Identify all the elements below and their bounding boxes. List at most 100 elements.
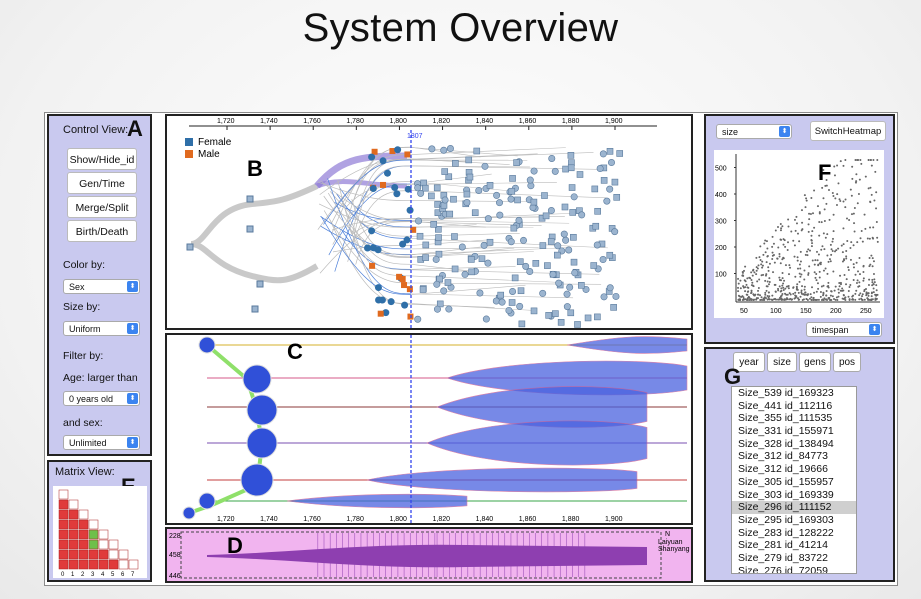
scatter-point [746,297,749,300]
scatter-point [803,293,806,296]
tab-pos[interactable]: pos [833,352,861,372]
list-item[interactable]: Size_276 id_72059 [738,564,828,574]
tree-node [492,297,500,305]
tree-node [516,302,524,310]
scatter-point [862,279,865,282]
list-item[interactable]: Size_355 id_111535 [738,412,833,425]
scatter-point [764,293,767,296]
scatter-point [778,253,781,256]
list-item[interactable]: Size_328 id_138494 [738,437,834,450]
tab-gens[interactable]: gens [799,352,831,372]
scatter-point [857,159,860,161]
timeline-glyph [240,463,274,497]
scatter-point [766,255,769,258]
size-by-select[interactable]: Uniform ⬍ [63,321,140,336]
list-item[interactable]: Size_283 id_128222 [738,526,834,539]
scatter-point [845,249,848,252]
scatter-point [793,255,796,258]
list-item[interactable]: Size_295 id_169303 [738,513,834,526]
list-item[interactable]: Size_305 id_155957 [738,475,834,488]
color-by-select[interactable]: Sex ⬍ [63,279,140,294]
scatter-point [774,290,777,293]
show-hide-id-button[interactable]: Show/Hide_id [67,148,137,170]
tree-edge [410,224,477,228]
scatter-point [843,274,846,277]
merge-split-button[interactable]: Merge/Split [67,196,137,218]
scatter-point [810,296,813,299]
tree-node [445,173,453,181]
matrix-cell [58,539,69,550]
scatter-point [842,164,845,167]
matrix-cell [78,509,89,520]
scatter-point [820,248,823,251]
switch-heatmap-button[interactable]: SwitchHeatmap [810,121,886,141]
scatter-point [858,281,861,284]
scatter-point [761,260,764,263]
matrix-axis-label: 1 [71,572,75,578]
tree-node [246,225,254,233]
list-item[interactable]: Size_281 id_41214 [738,539,828,552]
overview-left-label: 446 [169,573,181,580]
list-item[interactable]: Size_303 id_169339 [738,488,834,501]
scatter-point [845,257,848,260]
scatter-point [850,194,853,197]
list-item[interactable]: Size_312 id_19666 [738,463,828,476]
scatter-point [756,297,759,300]
birth-death-button[interactable]: Birth/Death [67,220,137,242]
list-item[interactable]: Size_539 id_169323 [738,387,834,399]
scatter-point [844,198,847,201]
scatter-point [808,297,811,300]
tree-node [593,241,601,249]
scatter-point [822,169,825,172]
scatter-point [859,292,862,295]
scatter-point [779,295,782,298]
scatter-point [786,241,789,244]
scatter-point [873,281,876,284]
tree-node [496,211,504,219]
gen-time-button[interactable]: Gen/Time [67,172,137,194]
tree-node [452,160,459,167]
scatter-point [768,277,771,280]
family-list[interactable]: Size_539 id_169323 Size_441 id_112116 Size… [731,386,857,574]
tree-node [603,197,611,205]
scatter-point [872,291,875,294]
color-by-label: Color by: [63,259,106,271]
tree-node [435,250,443,258]
scatter-point [869,200,872,203]
age-filter-select[interactable]: 0 years old ⬍ [63,391,140,406]
scatter-point [844,159,847,161]
tree-node [493,191,501,199]
sex-filter-select[interactable]: Unlimited ⬍ [63,435,140,450]
tab-size[interactable]: size [767,352,797,372]
list-item[interactable]: Size_331 id_155971 [738,425,834,438]
brush-window[interactable] [180,531,662,579]
scatter-point [797,291,800,294]
overview-right-label: N [665,531,670,538]
scatter-point [737,286,740,289]
list-item[interactable]: Size_441 id_112116 [738,399,833,412]
tree-node [433,184,441,192]
scatter-point [864,227,867,230]
sex-filter-label: and sex: [63,417,103,429]
list-item[interactable]: Size_312 id_84773 [738,450,828,463]
scatter-point [870,292,873,295]
list-item[interactable]: Size_279 id_83722 [738,551,828,564]
scatter-point [767,283,770,286]
scatter-x-select[interactable]: timespan ⬍ [806,322,882,337]
scatter-point [833,250,836,253]
tab-year[interactable]: year [733,352,765,372]
scatter-point [766,298,769,301]
scatter-y-select[interactable]: size ⬍ [716,124,792,139]
scatter-point [798,280,801,283]
scatter-point [765,240,768,243]
y-tick-label: 100 [715,272,727,279]
tree-node [465,156,473,164]
scatter-point [834,298,837,301]
scatter-point [849,188,852,191]
tree-node [520,236,528,244]
tree-node-male [406,286,413,293]
panel-letter-a: A [127,116,143,141]
scatter-point [861,295,864,298]
list-item[interactable]: Size_296 id_111152 [732,501,856,514]
scatter-point [871,257,874,260]
